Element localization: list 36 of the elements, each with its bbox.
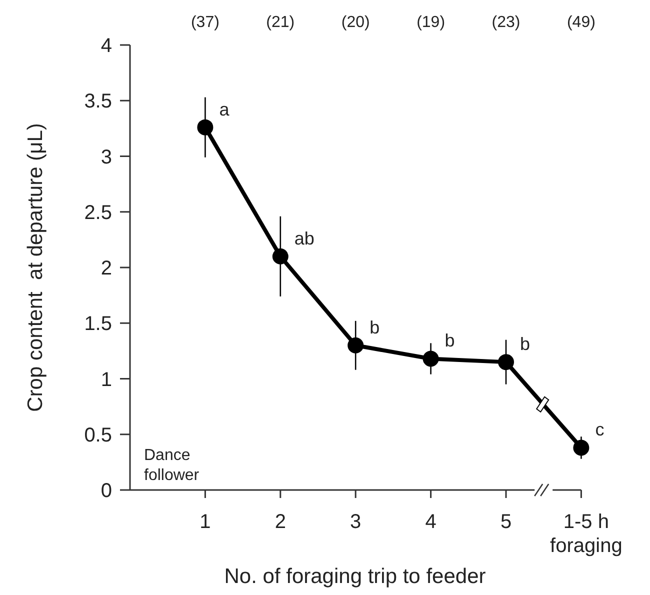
y-tick-label: 3.5 bbox=[84, 90, 112, 113]
annotation: b bbox=[370, 317, 380, 338]
point bbox=[197, 119, 214, 136]
annotation: Dance follower bbox=[144, 447, 200, 484]
y-tick-label: 3 bbox=[100, 146, 112, 168]
text: (20) bbox=[341, 14, 370, 31]
x-axis-title: No. of foraging trip to feeder bbox=[224, 565, 486, 588]
point bbox=[573, 440, 590, 456]
x-tick-label: 3 bbox=[350, 511, 362, 533]
annotation: c bbox=[595, 420, 604, 440]
annotation: b bbox=[444, 330, 455, 351]
y-tick-label: 0.5 bbox=[84, 424, 112, 446]
annotation: b bbox=[520, 334, 530, 354]
point bbox=[498, 354, 514, 370]
x-tick-label: 1 bbox=[200, 511, 211, 533]
y-axis-title: Crop content at departure (μL) bbox=[24, 123, 47, 412]
point bbox=[272, 248, 288, 264]
text: (21) bbox=[266, 14, 295, 31]
y-tick-label: 4 bbox=[100, 35, 112, 57]
text: (23) bbox=[492, 14, 520, 31]
text: (19) bbox=[416, 14, 446, 31]
text: (37) bbox=[190, 14, 220, 31]
y-tick-label: 2 bbox=[100, 258, 112, 280]
annotation: ab bbox=[294, 228, 314, 248]
y-tick-label: 0 bbox=[100, 480, 112, 502]
point bbox=[348, 337, 364, 354]
x-tick-label: 5 bbox=[500, 511, 512, 533]
y-tick-label: 1.5 bbox=[84, 313, 112, 336]
x-tick-label: 2 bbox=[274, 511, 286, 533]
annotation: a bbox=[219, 99, 230, 120]
y-tick-label: 1 bbox=[100, 368, 112, 391]
x-tick-label: 1-5 h foraging bbox=[550, 511, 622, 557]
text: (49) bbox=[566, 14, 596, 31]
x-tick-label: 4 bbox=[425, 511, 436, 533]
y-tick-label: 2.5 bbox=[84, 202, 112, 224]
point bbox=[422, 350, 439, 367]
